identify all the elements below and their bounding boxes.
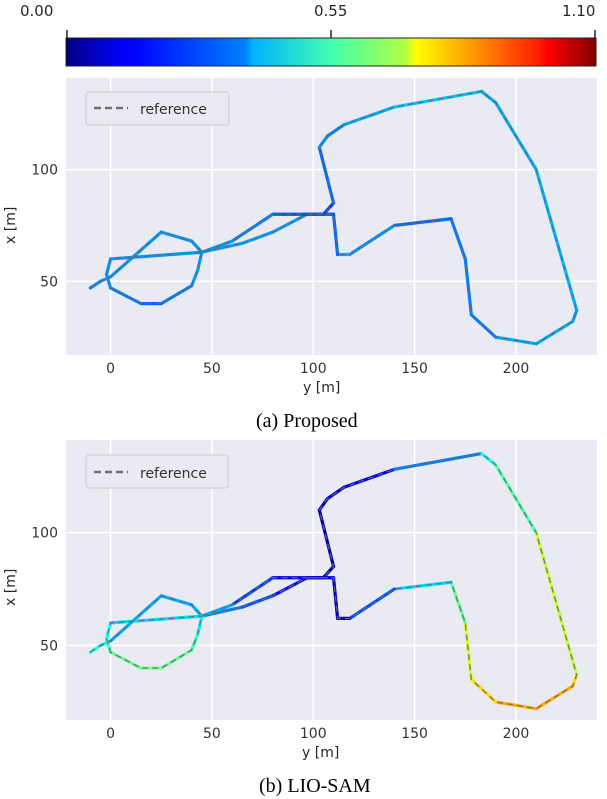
y-tick-labels: 50 100	[31, 526, 58, 655]
caption: (b) LIO-SAM	[259, 775, 371, 797]
y-axis-label: x [m]	[3, 207, 19, 244]
x-axis-label: y [m]	[302, 745, 339, 761]
trajectory-segment	[159, 594, 194, 607]
x-tick-labels: 0 50 100 150 200	[106, 361, 529, 377]
panel-proposed: 0 50 100 150 200 50 100 reference y [m] x [m]…	[3, 78, 597, 432]
trajectory-segment	[534, 530, 579, 677]
colorbar-tick-label: 1.10	[562, 2, 595, 20]
colorbar-tick-label: 0.55	[314, 2, 347, 20]
x-tick-label: 0	[106, 361, 115, 377]
x-tick-label: 100	[300, 361, 327, 377]
x-tick-label: 50	[203, 726, 221, 742]
trajectory-segment	[108, 614, 204, 625]
y-tick-label: 100	[31, 163, 58, 179]
trajectory-segment	[108, 286, 143, 306]
colorbar: 0.00 0.55 1.10	[20, 2, 597, 67]
x-tick-label: 200	[503, 361, 530, 377]
y-tick-label: 50	[40, 274, 58, 290]
legend: reference	[85, 91, 230, 126]
x-axis-label: y [m]	[303, 380, 340, 396]
trajectory-segment	[159, 230, 194, 243]
x-tick-labels: 0 50 100 150 200	[106, 726, 529, 742]
colorbar-gradient	[65, 37, 597, 67]
x-tick-label: 200	[503, 726, 530, 742]
legend-label: reference	[140, 102, 207, 118]
y-tick-labels: 50 100	[31, 163, 58, 291]
legend-box	[85, 91, 230, 126]
x-tick-label: 50	[203, 361, 221, 377]
y-axis-label: x [m]	[3, 569, 19, 606]
legend-label: reference	[140, 466, 207, 482]
reference-trajectory	[89, 90, 578, 345]
legend: reference	[85, 454, 229, 489]
x-tick-label: 150	[401, 726, 428, 742]
y-tick-label: 100	[31, 526, 58, 542]
panel-lio-sam: 0 50 100 150 200 50 100 reference y [m] x [m]…	[3, 440, 597, 797]
colorbar-tick-label: 0.00	[20, 2, 53, 20]
reference-line	[89, 452, 578, 710]
reference-line	[89, 90, 578, 345]
x-tick-label: 0	[106, 726, 115, 742]
y-tick-label: 50	[40, 638, 58, 654]
reference-trajectory	[89, 452, 578, 710]
caption: (a) Proposed	[256, 410, 358, 432]
x-tick-label: 150	[401, 361, 428, 377]
legend-box	[85, 454, 229, 489]
x-tick-label: 100	[300, 726, 327, 742]
